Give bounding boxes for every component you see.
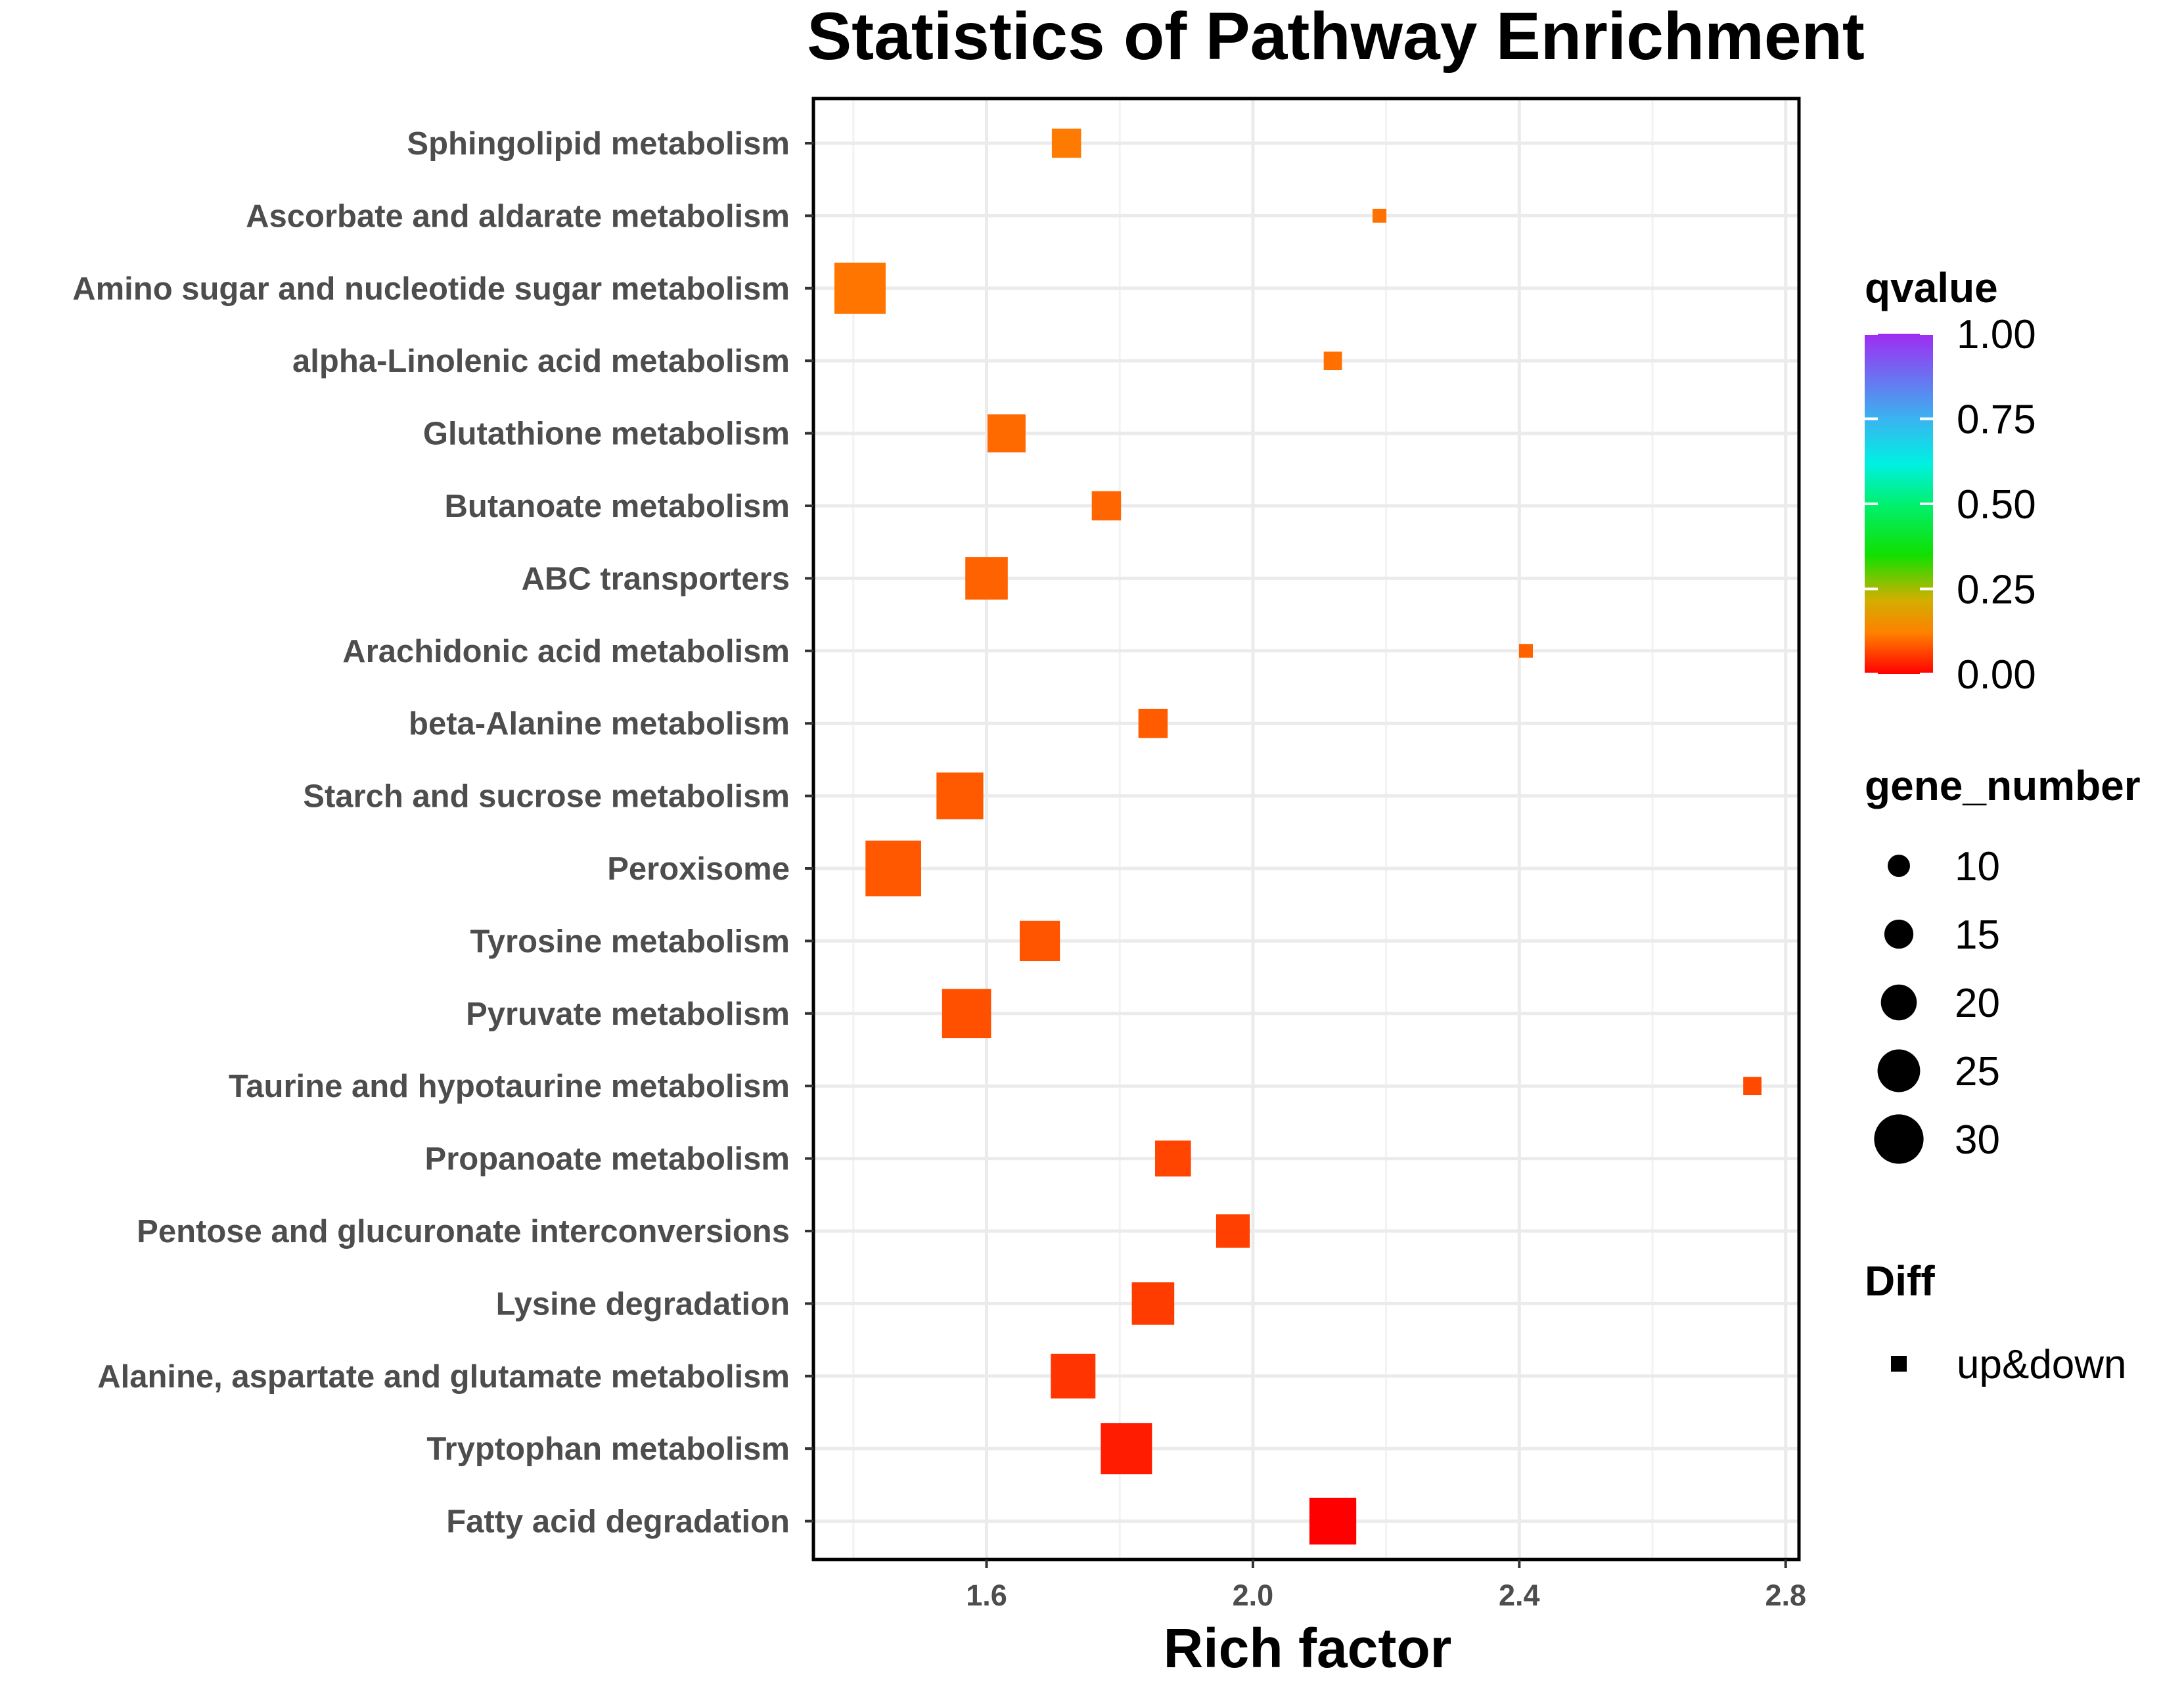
diff-legend-title: Diff xyxy=(1865,1257,1935,1305)
data-point xyxy=(965,557,1008,600)
chart-title: Statistics of Pathway Enrichment xyxy=(807,0,1865,74)
data-point xyxy=(1019,920,1060,962)
y-tick-label: Ascorbate and aldarate metabolism xyxy=(246,198,790,234)
plot-border xyxy=(811,97,1801,1561)
y-tick-label: Tyrosine metabolism xyxy=(470,924,790,959)
y-tick-label: beta-Alanine metabolism xyxy=(409,706,790,742)
gene-number-legend-key xyxy=(1877,1049,1921,1092)
y-tick-label: Glutathione metabolism xyxy=(423,416,790,452)
data-point xyxy=(1131,1282,1175,1325)
x-tick-label: 2.4 xyxy=(1499,1579,1540,1612)
y-tick-label: Amino sugar and nucleotide sugar metabol… xyxy=(72,271,790,307)
diff-legend-label: up&down xyxy=(1957,1342,2127,1387)
gene-number-legend-key xyxy=(1874,1114,1924,1164)
y-tick-label: Propanoate metabolism xyxy=(425,1142,790,1177)
plot-panel xyxy=(813,99,1799,1560)
y-tick-label: Alanine, aspartate and glutamate metabol… xyxy=(97,1359,790,1395)
data-point xyxy=(1051,128,1081,158)
data-point xyxy=(1101,1423,1152,1475)
gene-number-legend-key xyxy=(1888,855,1910,877)
y-tick-label: alpha-Linolenic acid metabolism xyxy=(292,344,790,379)
y-tick-label: Tryptophan metabolism xyxy=(426,1431,790,1467)
qvalue-tick-label: 0.25 xyxy=(1957,568,2036,613)
y-tick-label: ABC transporters xyxy=(522,561,790,596)
gene-number-legend-key xyxy=(1880,984,1917,1021)
x-tick-label: 2.0 xyxy=(1233,1579,1274,1612)
qvalue-tick-label: 0.75 xyxy=(1957,397,2036,443)
y-tick-label: Taurine and hypotaurine metabolism xyxy=(229,1069,790,1104)
y-tick-label: Pyruvate metabolism xyxy=(466,997,790,1032)
x-axis-label: Rich factor xyxy=(1164,1617,1452,1679)
data-point xyxy=(1091,491,1122,521)
qvalue-tick-label: 0.50 xyxy=(1957,482,2036,527)
gene-number-legend-label: 10 xyxy=(1955,844,2000,889)
data-point xyxy=(1743,1077,1762,1096)
data-point xyxy=(942,989,991,1039)
gene-number-legend-label: 25 xyxy=(1955,1049,2000,1094)
y-tick-label: Lysine degradation xyxy=(496,1286,790,1322)
data-point xyxy=(1372,208,1387,223)
data-point xyxy=(1216,1214,1250,1248)
y-tick-label: Peroxisome xyxy=(607,851,790,887)
data-point xyxy=(1309,1497,1357,1545)
y-tick-label: Arachidonic acid metabolism xyxy=(342,634,790,669)
qvalue-tick-label: 1.00 xyxy=(1957,312,2036,357)
y-tick-label: Starch and sucrose metabolism xyxy=(303,779,790,815)
data-point xyxy=(1155,1140,1191,1177)
data-point xyxy=(865,840,921,897)
gene-number-legend-label: 20 xyxy=(1955,981,2000,1026)
y-tick-label: Fatty acid degradation xyxy=(446,1504,790,1540)
y-tick-label: Sphingolipid metabolism xyxy=(407,126,790,162)
data-point xyxy=(987,414,1026,453)
y-tick-label: Butanoate metabolism xyxy=(445,489,790,524)
gene-number-legend-key xyxy=(1884,919,1914,949)
data-point xyxy=(1051,1353,1096,1399)
data-point xyxy=(1138,708,1168,738)
qvalue-legend-title: qvalue xyxy=(1865,264,1998,311)
x-tick-label: 2.8 xyxy=(1765,1579,1806,1612)
qvalue-tick-label: 0.00 xyxy=(1957,652,2036,698)
x-tick-label: 1.6 xyxy=(966,1579,1007,1612)
gene-number-legend-label: 30 xyxy=(1955,1117,2000,1163)
y-tick-label: Pentose and glucuronate interconversions xyxy=(137,1214,790,1249)
data-point xyxy=(1518,644,1533,658)
diff-legend-key xyxy=(1891,1356,1907,1372)
data-point xyxy=(936,772,984,820)
gene-number-legend-label: 15 xyxy=(1955,912,2000,958)
data-point xyxy=(834,262,886,314)
plot-area: Sphingolipid metabolism Ascorbate and ald… xyxy=(72,97,1806,1612)
gene-number-legend-title: gene_number xyxy=(1865,762,2141,809)
data-point xyxy=(1323,351,1342,370)
